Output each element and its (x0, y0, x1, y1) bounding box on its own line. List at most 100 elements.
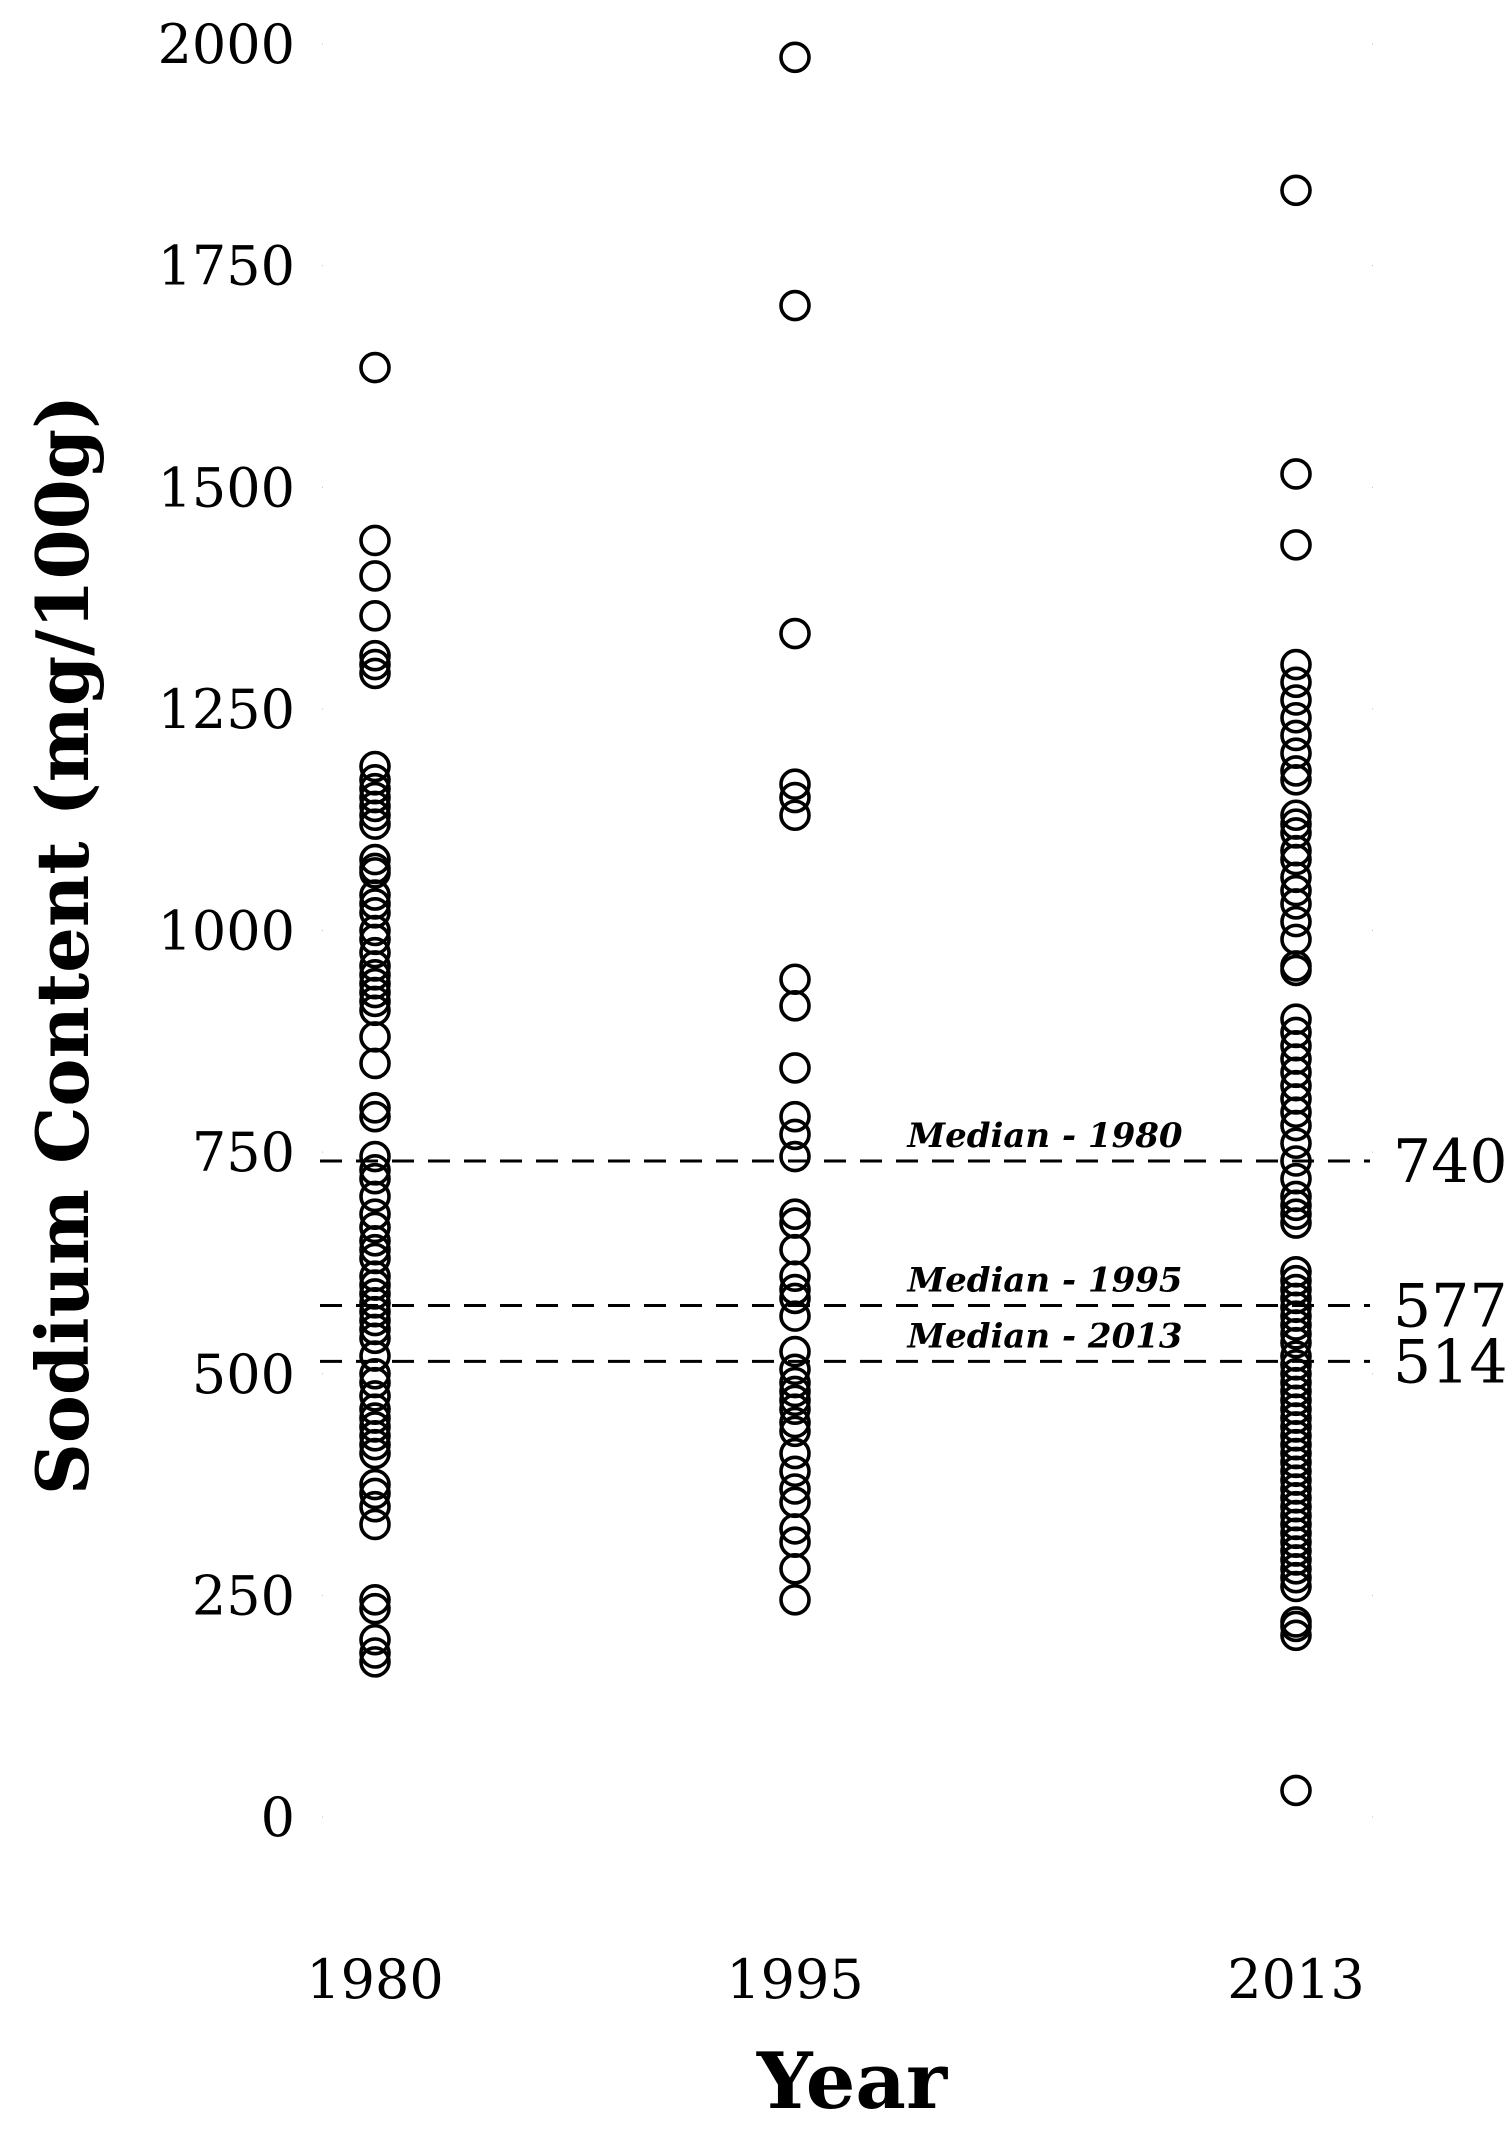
data-point (359, 1592, 391, 1625)
data-point (1280, 923, 1312, 956)
data-point (359, 1490, 391, 1523)
data-point (359, 976, 391, 1009)
data-point (1280, 1619, 1312, 1652)
data-point (359, 985, 391, 1018)
median-label: Median - 2013 (906, 1316, 1182, 1356)
data-point (359, 657, 391, 690)
data-point (779, 1118, 811, 1151)
y-axis-title: Sodium Content (mg/100g) (20, 395, 105, 1495)
data-point (359, 1508, 391, 1541)
median-label: Median - 1980 (906, 1116, 1182, 1156)
data-point (779, 1513, 811, 1545)
data-point (359, 1322, 391, 1355)
data-point (1280, 1198, 1312, 1230)
data-point (1280, 1561, 1312, 1594)
data-point (359, 936, 391, 969)
x-tick-label: 1980 (306, 1948, 443, 2011)
data-point (359, 1584, 391, 1616)
data-point (359, 879, 391, 911)
data-point (1280, 905, 1312, 938)
data-point (1280, 1570, 1312, 1603)
data-point (359, 1140, 391, 1173)
y-tick-label: 500 (192, 1343, 295, 1406)
data-point (779, 1140, 811, 1173)
data-point (779, 617, 811, 650)
data-point (779, 1415, 811, 1448)
data-point (1280, 1145, 1312, 1177)
data-point (779, 1584, 811, 1616)
y-axis-ticks: 0 250 500 750 1000 1250 1500 1750 2000 (158, 13, 295, 1849)
data-point (359, 1357, 391, 1390)
data-point (359, 599, 391, 632)
median-value: 514 (1393, 1327, 1508, 1397)
data-point (779, 1375, 811, 1408)
data-point (359, 1637, 391, 1669)
data-point (359, 648, 391, 681)
data-point (1280, 701, 1312, 734)
data-point (1280, 174, 1312, 207)
data-point (779, 1437, 811, 1470)
data-points (359, 41, 1312, 1807)
data-point (359, 351, 391, 384)
y-tick-label: 1000 (158, 900, 295, 963)
data-point (359, 750, 391, 783)
data-point (359, 1420, 391, 1452)
data-point (359, 1468, 391, 1501)
y-tick-label: 750 (192, 1121, 295, 1184)
data-point (779, 799, 811, 832)
data-point (359, 560, 391, 592)
data-point (359, 1224, 391, 1257)
data-point (359, 808, 391, 840)
data-point (1280, 529, 1312, 561)
data-point (359, 1304, 391, 1337)
data-point (1280, 1096, 1312, 1129)
data-point (779, 1260, 811, 1293)
data-point (1280, 1774, 1312, 1807)
data-point (359, 1646, 391, 1678)
data-point (359, 524, 391, 557)
data-point (1280, 954, 1312, 987)
data-point (779, 1233, 811, 1266)
data-point (779, 1353, 811, 1386)
x-tick-label: 1995 (726, 1948, 863, 2011)
data-point (779, 768, 811, 801)
x-axis-title: Year (756, 2036, 948, 2127)
data-point (359, 1021, 391, 1053)
axis-guides (322, 43, 1373, 1818)
data-point (1280, 755, 1312, 787)
data-point (1280, 1326, 1312, 1359)
data-point (779, 781, 811, 814)
data-point (359, 1437, 391, 1470)
data-point (359, 1380, 391, 1412)
y-tick-label: 1750 (158, 235, 295, 298)
y-tick-label: 1500 (158, 456, 295, 519)
data-point (359, 790, 391, 823)
data-point (779, 990, 811, 1022)
data-point (359, 1477, 391, 1510)
data-point (1280, 1552, 1312, 1585)
data-point (359, 1047, 391, 1080)
data-point (1280, 1127, 1312, 1160)
x-tick-label: 2013 (1227, 1948, 1364, 2011)
data-point (359, 1211, 391, 1244)
data-point (779, 1473, 811, 1505)
data-point (779, 1393, 811, 1426)
data-point (779, 1455, 811, 1488)
median-lines: Median - 1980 740 Median - 1995 577 Median -… (320, 1116, 1508, 1397)
data-point (779, 1198, 811, 1230)
data-point (779, 1300, 811, 1332)
data-point (1280, 763, 1312, 796)
median-value: 740 (1393, 1127, 1508, 1197)
data-point (359, 1428, 391, 1461)
data-point (779, 1384, 811, 1417)
y-tick-label: 1250 (158, 678, 295, 741)
data-point (359, 1100, 391, 1133)
data-point (1280, 458, 1312, 490)
data-point (1280, 648, 1312, 681)
data-point (1280, 1309, 1312, 1341)
data-point (1280, 888, 1312, 920)
data-point (1280, 1610, 1312, 1643)
data-point (779, 1052, 811, 1084)
data-point (779, 1100, 811, 1133)
